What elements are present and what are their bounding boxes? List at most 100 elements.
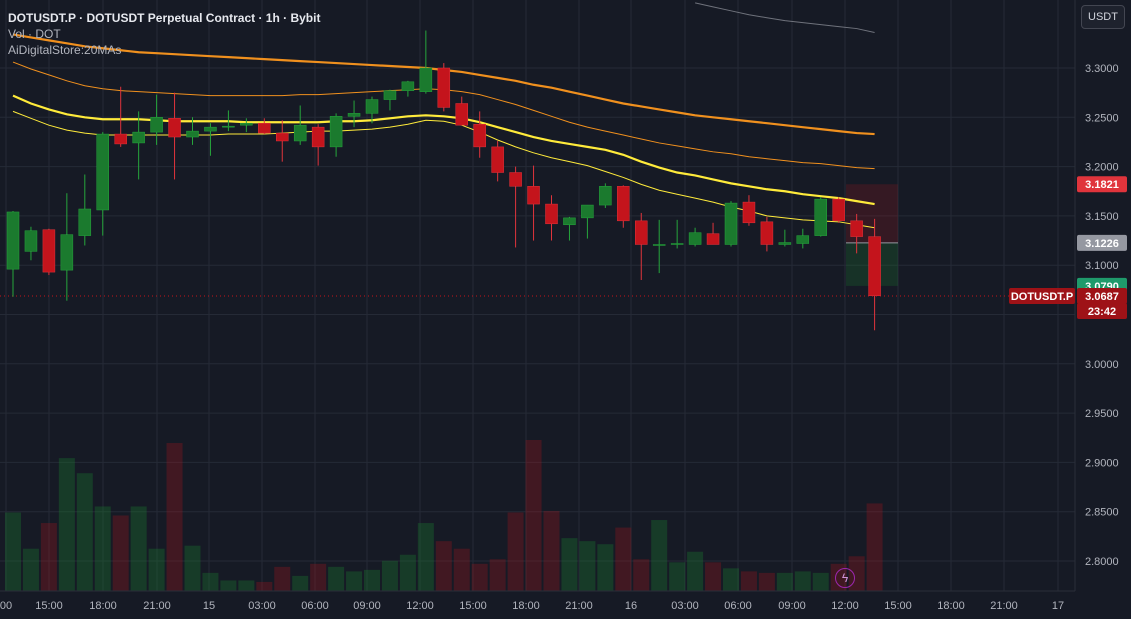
volume-bar [381,560,398,591]
volume-bar [507,512,524,591]
last-price-badge-bg [1077,288,1127,305]
candle-body [778,242,792,245]
countdown-badge: 23:42 [1088,306,1116,318]
volume-bar [525,440,542,591]
currency-button[interactable]: USDT [1081,5,1125,29]
volume-bar [615,527,632,591]
candle-body [60,234,74,271]
price-tick-label: 2.9500 [1085,408,1119,420]
time-tick-label: 09:00 [353,600,381,612]
candle-body [276,132,289,142]
candle-body [581,204,594,219]
candle-body [96,133,109,211]
time-tick-label: 15:00 [459,600,487,612]
candle-body [706,233,720,245]
volume-bar [58,458,75,591]
candle-body [329,116,343,148]
candle-body [617,186,630,222]
candle-body [24,230,38,252]
volume-bar [40,523,57,591]
time-tick-label: 21:00 [565,600,593,612]
volume-bar [669,562,686,591]
candle-body [150,117,163,133]
time-tick-label: 15:00 [884,600,912,612]
candle-body [168,118,181,138]
volume-bar [310,563,327,591]
symbol-title[interactable]: DOTUSDT.P · DOTUSDT Perpetual Contract ·… [8,11,321,25]
candle-body [796,235,810,244]
volume-bar [812,572,829,591]
price-tick-label: 3.1000 [1085,260,1119,272]
volume-bar [76,473,93,591]
time-tick-label: 12:00 [831,600,859,612]
time-tick-label: 21:00 [990,600,1018,612]
volume-bar [633,559,650,591]
volume-bar [238,580,255,591]
time-tick-label: 03:00 [671,600,699,612]
volume-bar [794,571,811,591]
candle-body [599,186,612,206]
time-tick-label: 15:00 [35,600,63,612]
candle-body [545,203,558,225]
candle-body [742,201,756,224]
volume-bar [687,551,704,591]
volume-bar [453,548,470,591]
candle-body [311,126,325,148]
candle-body [78,208,92,236]
candle-body [635,220,648,245]
symbol-badge-bg [1009,288,1075,305]
candle-body [132,131,145,144]
candle-body [527,186,540,205]
candle-body [419,67,433,92]
volume-bar [543,510,560,591]
volume-bar [597,544,614,591]
candle-body [258,122,271,134]
volume-bar [579,541,596,591]
volume-bar [22,548,39,591]
volume-bar [489,559,506,591]
volume-bar [148,548,165,591]
volume-bar [220,580,237,591]
volume-bar [328,566,345,591]
volume-bar [471,563,488,591]
candle-body [473,123,486,148]
ma-line [12,94,875,206]
volume-bar [5,512,21,591]
entry-price-badge-bg [1077,234,1127,251]
ma-indicator-label[interactable]: AiDigitalStore:20MAs [8,43,122,57]
time-tick-label: 06:00 [724,600,752,612]
candle-body [670,243,684,245]
candle-body [365,99,379,114]
volume-bar [776,572,793,591]
symbol-badge: DOTUSDT.P [1011,291,1073,303]
time-tick-label: 17 [1052,600,1064,612]
lightning-icon[interactable]: ϟ [835,568,855,588]
volume-bar [364,569,380,591]
price-tick-label: 3.3000 [1085,63,1119,75]
time-tick-label: 21:00 [143,600,171,612]
time-tick-label: 16 [625,600,637,612]
volume-bar [740,571,757,591]
time-tick-label: 03:00 [248,600,276,612]
volume-indicator-label[interactable]: Vol · DOT [8,27,61,41]
time-tick-label: 09:00 [778,600,806,612]
candle-body [563,217,576,226]
price-tick-label: 3.1500 [1085,211,1119,223]
candle-body [240,122,253,126]
volume-bar [130,506,147,591]
volume-bar [292,575,309,591]
candle-body [383,90,397,100]
candle-body [724,202,738,245]
candle-body [491,146,504,173]
candle-body [293,124,307,142]
candle-body [814,198,827,236]
price-tick-label: 3.0000 [1085,359,1119,371]
chart-legend: DOTUSDT.P · DOTUSDT Perpetual Contract ·… [8,10,320,58]
volume-bar [184,545,201,591]
volume-bar [417,523,434,591]
volume-bar [705,562,722,591]
volume-bar [112,515,129,591]
time-tick-label: 15 [203,600,215,612]
